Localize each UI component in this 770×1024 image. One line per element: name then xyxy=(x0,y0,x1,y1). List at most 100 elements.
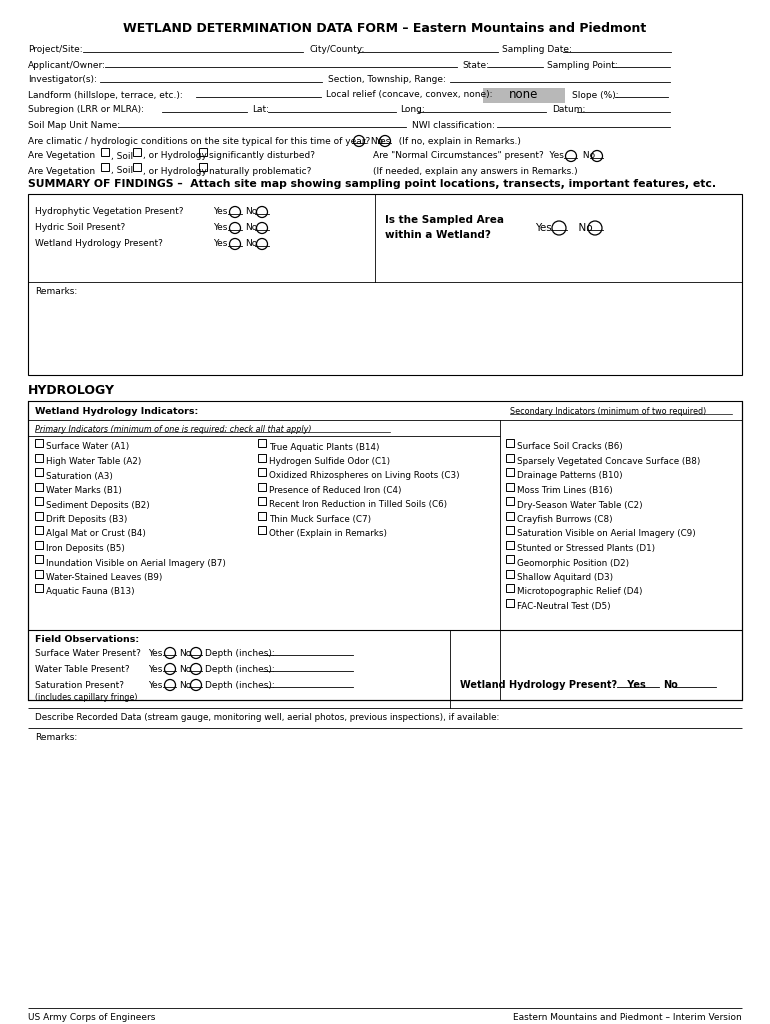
Text: Are "Normal Circumstances" present?  Yes: Are "Normal Circumstances" present? Yes xyxy=(373,152,564,161)
Text: Secondary Indicators (minimum of two required): Secondary Indicators (minimum of two req… xyxy=(510,407,706,416)
Text: significantly disturbed?: significantly disturbed? xyxy=(209,152,315,161)
Text: Moss Trim Lines (B16): Moss Trim Lines (B16) xyxy=(517,486,613,495)
Text: Oxidized Rhizospheres on Living Roots (C3): Oxidized Rhizospheres on Living Roots (C… xyxy=(269,471,460,480)
Bar xyxy=(506,584,514,592)
Text: none: none xyxy=(509,88,539,101)
Text: Yes: Yes xyxy=(213,208,227,216)
Text: Lat:: Lat: xyxy=(252,105,269,115)
Text: Surface Soil Cracks (B6): Surface Soil Cracks (B6) xyxy=(517,442,623,452)
Bar xyxy=(28,194,742,375)
Text: within a Wetland?: within a Wetland? xyxy=(385,230,491,240)
Text: SUMMARY OF FINDINGS –  Attach site map showing sampling point locations, transec: SUMMARY OF FINDINGS – Attach site map sh… xyxy=(28,179,716,189)
Text: WETLAND DETERMINATION DATA FORM – Eastern Mountains and Piedmont: WETLAND DETERMINATION DATA FORM – Easter… xyxy=(123,22,647,35)
Bar xyxy=(199,148,207,156)
Text: Wetland Hydrology Present?   Yes: Wetland Hydrology Present? Yes xyxy=(460,680,646,690)
Text: True Aquatic Plants (B14): True Aquatic Plants (B14) xyxy=(269,442,380,452)
Text: Shallow Aquitard (D3): Shallow Aquitard (D3) xyxy=(517,573,613,582)
Text: Is the Sampled Area: Is the Sampled Area xyxy=(385,215,504,225)
Text: Depth (inches):: Depth (inches): xyxy=(205,665,275,674)
Text: Drift Deposits (B3): Drift Deposits (B3) xyxy=(46,515,127,524)
Bar xyxy=(506,439,514,447)
Bar xyxy=(506,526,514,534)
Bar xyxy=(133,163,141,171)
Text: Saturation Present?: Saturation Present? xyxy=(35,681,124,689)
Bar xyxy=(258,512,266,519)
Text: FAC-Neutral Test (D5): FAC-Neutral Test (D5) xyxy=(517,602,611,611)
Bar xyxy=(506,555,514,563)
Text: Slope (%):: Slope (%): xyxy=(572,90,618,99)
Text: Primary Indicators (minimum of one is required; check all that apply): Primary Indicators (minimum of one is re… xyxy=(35,425,312,433)
Bar xyxy=(35,541,43,549)
Bar xyxy=(35,468,43,476)
Text: , Soil: , Soil xyxy=(111,152,133,161)
Text: NWI classification:: NWI classification: xyxy=(412,121,495,129)
Text: Surface Water Present?: Surface Water Present? xyxy=(35,648,141,657)
Bar xyxy=(506,454,514,462)
Text: No: No xyxy=(179,648,191,657)
Bar xyxy=(258,497,266,505)
Bar xyxy=(483,88,565,103)
Text: Wetland Hydrology Indicators:: Wetland Hydrology Indicators: xyxy=(35,407,198,416)
Text: Iron Deposits (B5): Iron Deposits (B5) xyxy=(46,544,125,553)
Text: Water Table Present?: Water Table Present? xyxy=(35,665,129,674)
Bar xyxy=(35,555,43,563)
Text: High Water Table (A2): High Water Table (A2) xyxy=(46,457,142,466)
Text: Yes: Yes xyxy=(148,665,162,674)
Text: Water-Stained Leaves (B9): Water-Stained Leaves (B9) xyxy=(46,573,162,582)
Bar xyxy=(258,526,266,534)
Text: naturally problematic?: naturally problematic? xyxy=(209,167,311,175)
Text: No: No xyxy=(245,240,257,249)
Bar xyxy=(28,401,742,700)
Text: Crayfish Burrows (C8): Crayfish Burrows (C8) xyxy=(517,515,613,524)
Text: Other (Explain in Remarks): Other (Explain in Remarks) xyxy=(269,529,387,539)
Text: Yes: Yes xyxy=(148,648,162,657)
Text: Water Marks (B1): Water Marks (B1) xyxy=(46,486,122,495)
Bar xyxy=(506,598,514,606)
Bar xyxy=(101,163,109,171)
Text: Applicant/Owner:: Applicant/Owner: xyxy=(28,60,106,70)
Bar xyxy=(506,468,514,476)
Text: Stunted or Stressed Plants (D1): Stunted or Stressed Plants (D1) xyxy=(517,544,655,553)
Text: Hydric Soil Present?: Hydric Soil Present? xyxy=(35,223,126,232)
Text: Wetland Hydrology Present?: Wetland Hydrology Present? xyxy=(35,240,163,249)
Bar xyxy=(101,148,109,156)
Text: Are Vegetation: Are Vegetation xyxy=(28,152,95,161)
Text: Saturation (A3): Saturation (A3) xyxy=(46,471,113,480)
Text: Yes: Yes xyxy=(213,240,227,249)
Text: (If needed, explain any answers in Remarks.): (If needed, explain any answers in Remar… xyxy=(373,167,578,175)
Bar xyxy=(199,163,207,171)
Text: Eastern Mountains and Piedmont – Interim Version: Eastern Mountains and Piedmont – Interim… xyxy=(514,1014,742,1023)
Text: Remarks:: Remarks: xyxy=(35,733,77,742)
Text: Hydrophytic Vegetation Present?: Hydrophytic Vegetation Present? xyxy=(35,208,183,216)
Text: Are Vegetation: Are Vegetation xyxy=(28,167,95,175)
Text: Sparsely Vegetated Concave Surface (B8): Sparsely Vegetated Concave Surface (B8) xyxy=(517,457,701,466)
Text: Algal Mat or Crust (B4): Algal Mat or Crust (B4) xyxy=(46,529,146,539)
Text: US Army Corps of Engineers: US Army Corps of Engineers xyxy=(28,1014,156,1023)
Text: (If no, explain in Remarks.): (If no, explain in Remarks.) xyxy=(393,136,521,145)
Text: Sampling Point:: Sampling Point: xyxy=(547,60,618,70)
Text: Thin Muck Surface (C7): Thin Muck Surface (C7) xyxy=(269,515,371,524)
Text: No: No xyxy=(179,681,191,689)
Text: (includes capillary fringe): (includes capillary fringe) xyxy=(35,692,138,701)
Text: Inundation Visible on Aerial Imagery (B7): Inundation Visible on Aerial Imagery (B7… xyxy=(46,558,226,567)
Text: Section, Township, Range:: Section, Township, Range: xyxy=(328,76,446,85)
Text: Yes: Yes xyxy=(213,223,227,232)
Text: City/County:: City/County: xyxy=(310,45,366,54)
Bar xyxy=(35,454,43,462)
Text: Investigator(s):: Investigator(s): xyxy=(28,76,97,85)
Text: Microtopographic Relief (D4): Microtopographic Relief (D4) xyxy=(517,588,642,597)
Text: No: No xyxy=(245,223,257,232)
Text: Describe Recorded Data (stream gauge, monitoring well, aerial photos, previous i: Describe Recorded Data (stream gauge, mo… xyxy=(35,714,500,723)
Text: Geomorphic Position (D2): Geomorphic Position (D2) xyxy=(517,558,629,567)
Text: HYDROLOGY: HYDROLOGY xyxy=(28,384,115,396)
Text: Depth (inches):: Depth (inches): xyxy=(205,681,275,689)
Bar xyxy=(258,482,266,490)
Text: No: No xyxy=(572,223,593,233)
Bar xyxy=(506,512,514,519)
Bar xyxy=(35,439,43,447)
Text: Depth (inches):: Depth (inches): xyxy=(205,648,275,657)
Bar xyxy=(506,541,514,549)
Bar xyxy=(258,439,266,447)
Text: , Soil: , Soil xyxy=(111,167,133,175)
Bar xyxy=(35,569,43,578)
